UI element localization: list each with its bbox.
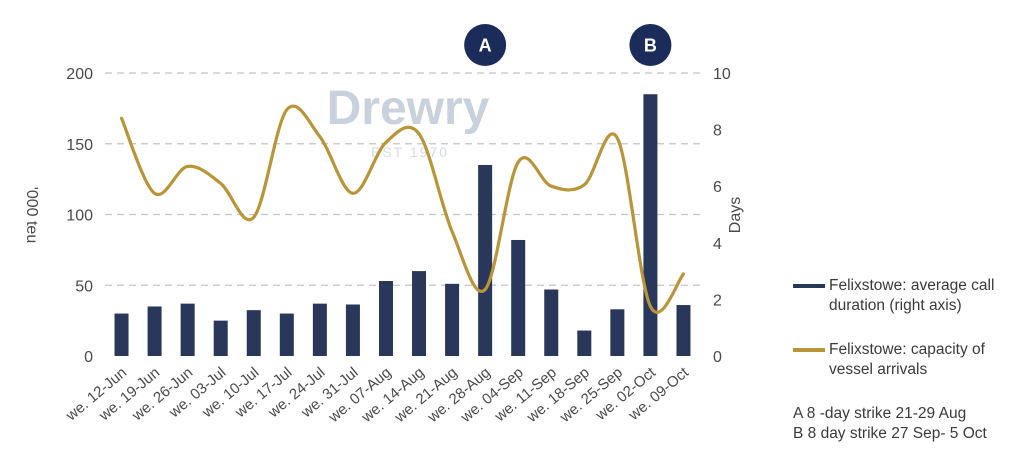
legend-label-line: Felixstowe: capacity of vessel arrivals [829,341,985,378]
bar [610,309,625,356]
line-series [119,104,686,314]
marker-circle [629,24,672,66]
left-axis-ticks: 0 50 100 150 200 [66,66,93,366]
bar [577,330,592,356]
right-tick-label: 2 [713,292,722,309]
right-tick-label: 10 [713,66,731,83]
bar [312,303,327,356]
left-tick-label: 50 [75,278,93,295]
legend-item-line: Felixstowe: capacity of vessel arrivals [793,340,1023,380]
right-axis-title: Days [727,197,744,233]
watermark: Drewry EST 1970 [327,82,490,160]
right-tick-label: 4 [713,236,722,253]
bar [676,305,691,356]
legend-swatch-line [793,348,825,352]
bar-series [114,94,691,356]
strike-notes: A 8 -day strike 21-29 Aug B 8 day strike… [793,404,987,444]
left-tick-label: 0 [84,349,93,366]
gridlines [105,72,700,286]
marker-b: B [629,24,672,66]
legend-swatch-bar [793,284,825,288]
left-tick-label: 100 [66,208,93,225]
bar [378,281,393,356]
left-tick-label: 150 [66,137,93,154]
marker-a: A [464,24,507,66]
bar [345,304,360,356]
bar [478,164,493,356]
left-tick-label: 200 [66,66,93,83]
note-b: B 8 day strike 27 Sep- 5 Oct [793,425,987,442]
right-tick-label: 0 [713,349,722,366]
bar [643,94,658,356]
bar [544,289,559,356]
marker-circle [464,24,507,66]
bar [246,310,261,356]
legend-label-bar: Felixstowe: average call duration (right… [829,277,995,314]
right-tick-label: 8 [713,123,722,140]
bar [412,271,427,356]
bar [114,313,129,356]
note-a: A 8 -day strike 21-29 Aug [793,405,967,422]
right-axis-ticks: 0 2 4 6 8 10 [713,66,731,366]
bar [445,283,460,356]
bar [279,313,294,356]
marker-label: B [644,36,657,56]
bar [511,239,526,356]
left-axis-title: '000 teu [23,187,40,243]
bar [213,320,228,356]
marker-label: A [479,36,492,56]
bar [180,303,195,356]
legend-item-bar: Felixstowe: average call duration (right… [793,276,1023,316]
bar [147,306,162,356]
right-tick-label: 6 [713,179,722,196]
